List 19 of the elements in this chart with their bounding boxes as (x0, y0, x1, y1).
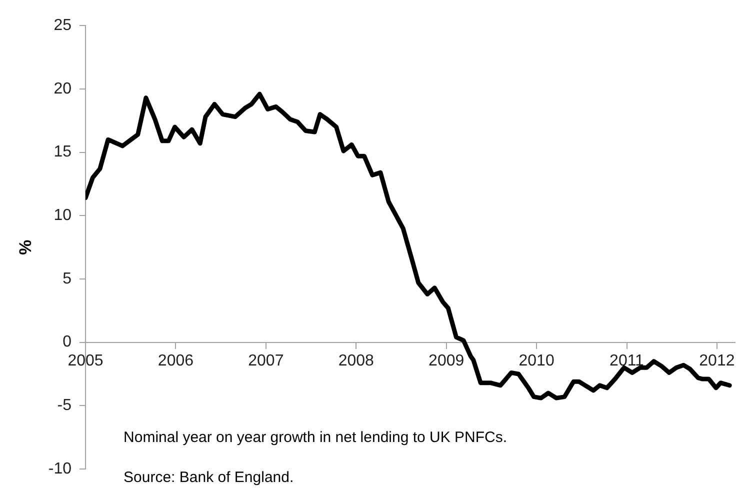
x-tick-label: 2007 (248, 352, 284, 370)
x-tick-label: 2008 (338, 352, 374, 370)
y-tick-label: -5 (57, 397, 72, 414)
x-tick-label: 2011 (610, 352, 644, 370)
y-tick-label: 5 (62, 270, 72, 288)
x-tick-label: 2009 (428, 352, 464, 370)
x-tick-label: 2005 (68, 352, 104, 370)
y-tick-label: 15 (54, 144, 72, 161)
x-tick-label: 2010 (518, 352, 554, 370)
x-tick-label: 2006 (158, 352, 194, 370)
y-tick-label: -10 (48, 460, 72, 478)
y-axis-title: % (16, 240, 35, 255)
annotation: Nominal year on year growth in net lending to UK PNFCs. (124, 429, 508, 446)
y-tick-label: 20 (54, 80, 72, 98)
y-tick-label: 10 (54, 207, 72, 224)
source-note: Source: Bank of England. (124, 469, 294, 486)
x-tick-label: 2012 (699, 352, 735, 370)
y-tick-label: 0 (62, 334, 72, 351)
y-tick-label: 25 (54, 17, 72, 34)
